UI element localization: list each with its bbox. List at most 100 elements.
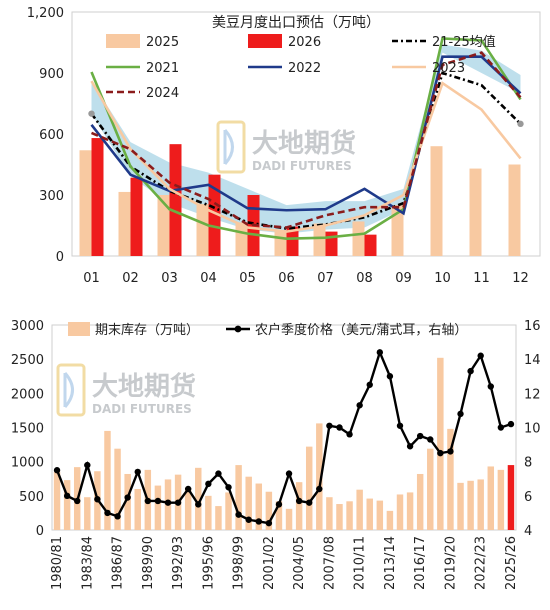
bar-stock-1999/00 xyxy=(245,476,252,530)
bar-2025-10 xyxy=(430,146,443,256)
point-farm-price-2001/02 xyxy=(265,519,273,527)
y-right-tick-label: 4 xyxy=(524,524,532,539)
bar-stock-1993/94 xyxy=(184,487,192,530)
bar-stock-2010/11 xyxy=(356,489,363,530)
legend-marker-price xyxy=(234,325,242,333)
legend-label-stocks: 期末库存（万吨） xyxy=(95,322,199,338)
x-tick-label: 1992/93 xyxy=(171,536,186,590)
point-farm-price-2003/04 xyxy=(285,470,293,477)
bar-2025-01 xyxy=(79,150,92,256)
watermark-brand-en: DADI FUTURES xyxy=(252,159,352,173)
bar-stock-1990/91 xyxy=(154,485,162,530)
bar-stock-1986/87 xyxy=(114,448,121,530)
chart-title: 美豆月度出口预估（万吨） xyxy=(212,15,380,31)
x-tick-label: 08 xyxy=(356,271,373,286)
bar-stock-1997/98 xyxy=(225,492,232,530)
x-tick-label: 12 xyxy=(512,271,529,286)
bar-stock-2016/17 xyxy=(416,473,424,530)
bar-stock-2013/14 xyxy=(386,510,394,530)
point-farm-price-2025/26 xyxy=(507,420,515,428)
point-farm-price-1996/97 xyxy=(215,470,222,477)
bar-stock-2018/19 xyxy=(437,357,444,530)
x-tick-label: 11 xyxy=(473,271,490,286)
bar-stock-2019/20 xyxy=(447,428,454,530)
bar-stock-2000/01 xyxy=(255,483,263,530)
point-farm-price-2016/17 xyxy=(416,432,424,440)
bar-2025-02 xyxy=(118,191,131,256)
bar-stock-2006/07 xyxy=(316,423,323,530)
legend-swatch-2025 xyxy=(106,34,140,48)
bar-stock-1980/81 xyxy=(53,471,61,530)
point-farm-price-1981/82 xyxy=(63,492,71,500)
bar-stock-2004/05 xyxy=(295,482,303,530)
bar-2025-11 xyxy=(469,168,482,256)
legend-swatch-2026 xyxy=(248,34,282,48)
point-farm-price-2007/08 xyxy=(326,422,333,429)
line-farm-price xyxy=(55,348,512,525)
bar-stock-1983/84 xyxy=(84,497,91,530)
x-tick-label: 2019/20 xyxy=(443,536,458,590)
bar-stock-2021/22 xyxy=(467,480,474,530)
x-tick-label: 1989/90 xyxy=(141,536,156,590)
y-tick-label: 0 xyxy=(56,250,64,265)
point-farm-price-1990/91 xyxy=(154,497,162,505)
point-farm-price-2023/24 xyxy=(487,383,494,390)
point-farm-price-2019/20 xyxy=(447,448,454,455)
bar-stock-2017/18 xyxy=(427,448,434,530)
bar-2026-08 xyxy=(364,234,377,256)
x-tick-label: 1986/87 xyxy=(111,536,126,590)
x-tick-label: 03 xyxy=(161,271,178,286)
line-2021 xyxy=(90,37,522,241)
x-tick-label: 07 xyxy=(317,271,334,286)
point-farm-price-2015/16 xyxy=(406,443,414,450)
watermark-logo-icon xyxy=(56,363,86,417)
point-farm-price-2022/23 xyxy=(477,352,484,359)
point-farm-price-2021/22 xyxy=(467,367,474,375)
bar-2025-03 xyxy=(157,195,170,256)
point-farm-price-2009/10 xyxy=(346,431,353,438)
legend-label-2026: 2026 xyxy=(288,35,321,50)
point-farm-price-1985/86 xyxy=(104,509,111,517)
legend-label-2021: 2021 xyxy=(146,61,179,76)
point-farm-price-1997/98 xyxy=(225,484,232,491)
bar-stock-1996/97 xyxy=(215,506,222,530)
point-farm-price-1982/83 xyxy=(74,497,81,505)
y-left-tick-label: 0 xyxy=(36,524,44,539)
x-tick-label: 04 xyxy=(200,271,217,286)
point-farm-price-1987/88 xyxy=(124,494,131,501)
point-farm-price-2017/18 xyxy=(427,436,434,443)
point-farm-price-2002/03 xyxy=(275,501,283,508)
legend-label-21-25均值: 21-25均值 xyxy=(432,34,496,50)
bar-stock-2020/21 xyxy=(457,482,464,530)
x-tick-label: 1983/84 xyxy=(80,536,95,590)
point-farm-price-1998/99 xyxy=(235,511,242,518)
legend-label-2024: 2024 xyxy=(146,86,179,101)
bar-stock-2002/03 xyxy=(275,501,283,530)
x-tick-label: 1998/99 xyxy=(232,536,247,590)
point-farm-price-2013/14 xyxy=(386,373,394,380)
y-right-tick-label: 16 xyxy=(524,319,541,334)
bar-2025-07 xyxy=(313,223,326,256)
bar-stock-2009/10 xyxy=(346,501,353,530)
x-tick-label: 2010/11 xyxy=(353,536,368,590)
x-tick-label: 1995/96 xyxy=(201,536,216,590)
watermark-brand-en: DADI FUTURES xyxy=(92,402,192,416)
x-tick-label: 10 xyxy=(434,271,451,286)
x-tick-label: 2022/23 xyxy=(474,536,489,590)
watermark-brand-cn: 大地期货 xyxy=(92,371,196,402)
point-farm-price-2020/21 xyxy=(457,410,464,418)
line-21-25均值 xyxy=(90,71,522,230)
bar-stock-2014/15 xyxy=(396,494,404,530)
point-farm-price-2000/01 xyxy=(255,518,262,525)
bar-stock-2023/24 xyxy=(487,466,495,530)
x-tick-label: 2016/17 xyxy=(413,536,428,590)
x-tick-label: 2007/08 xyxy=(322,536,337,590)
point-farm-price-1980/81 xyxy=(53,467,61,474)
legend-label-2023: 2023 xyxy=(432,61,465,76)
point-farm-price-2008/09 xyxy=(336,424,343,431)
point-farm-price-2014/15 xyxy=(396,422,404,429)
bar-stock-1995/96 xyxy=(205,495,212,530)
